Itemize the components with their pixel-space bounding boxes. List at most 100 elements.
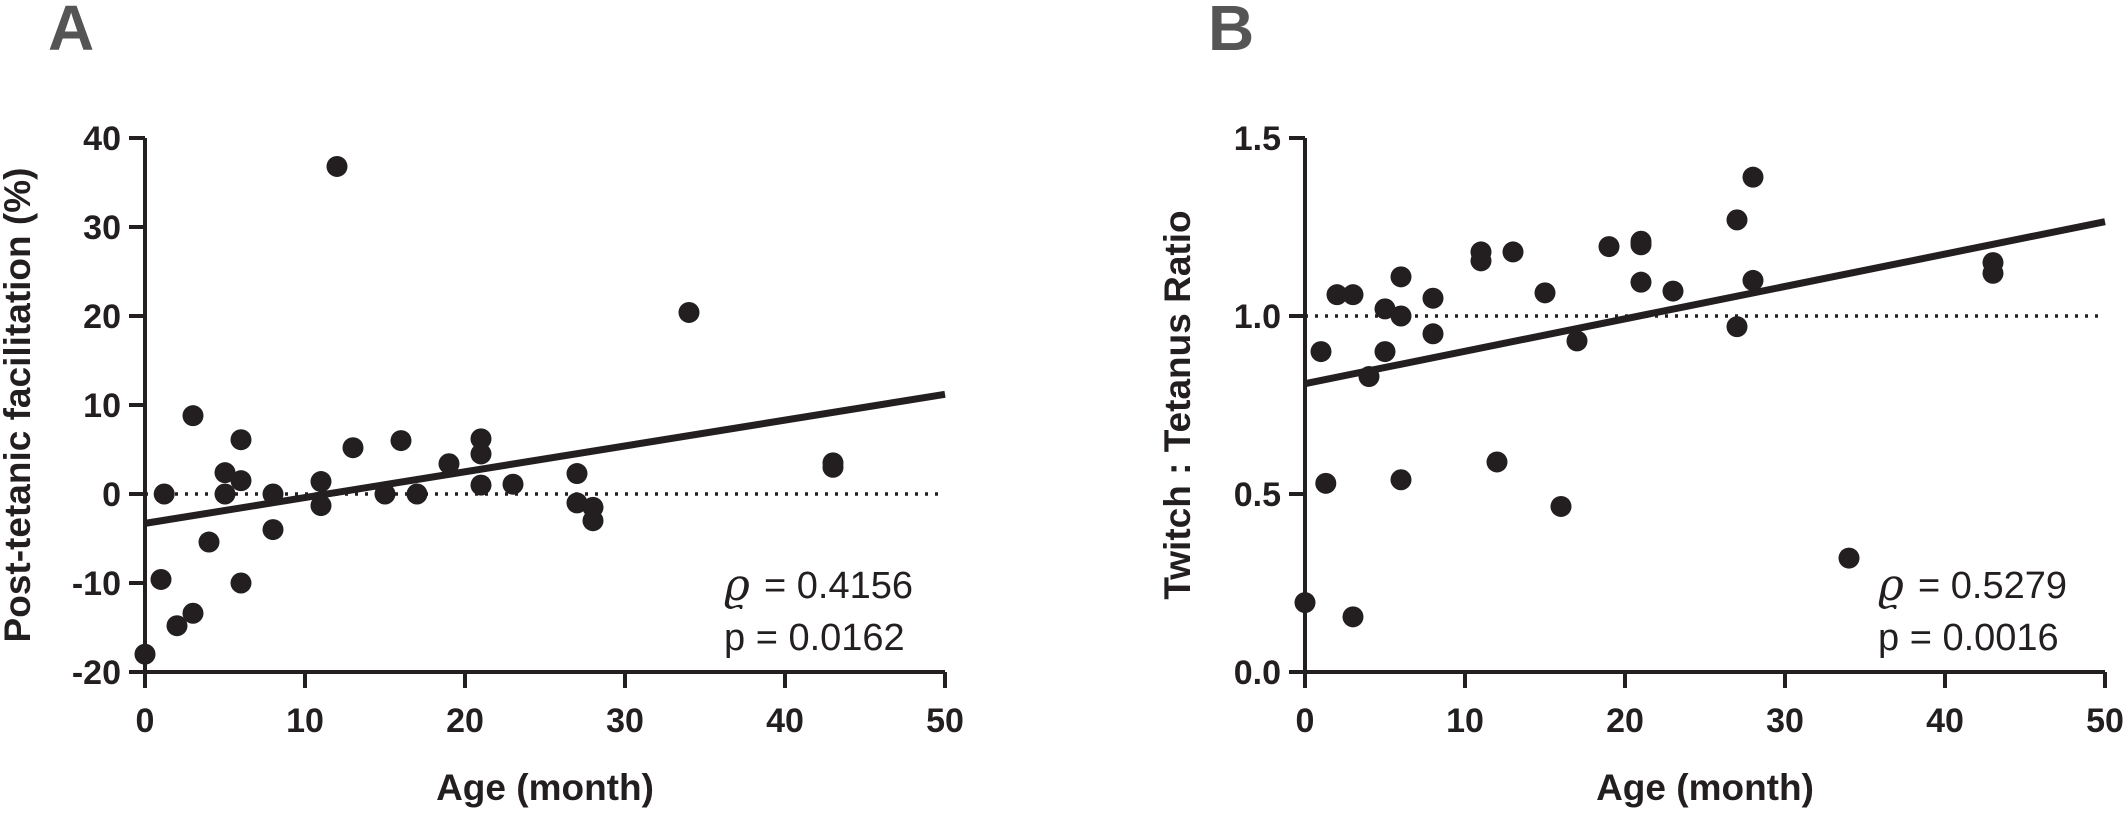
y-tick-label: -20 [72,654,121,692]
data-point [1726,316,1748,338]
panel-a-letter: A [48,0,94,64]
y-tick-label: 0 [102,476,121,514]
x-tick-label: 0 [136,702,155,740]
data-point [1502,241,1524,263]
p-value: p = 0.0016 [1878,617,2059,659]
x-tick-label: 20 [1606,702,1644,740]
y-tick-label: 0.0 [1234,654,1281,692]
data-point [1422,287,1444,309]
data-point [566,492,588,514]
data-point [1342,606,1364,628]
data-point [470,474,492,496]
data-point [1566,330,1588,352]
data-point [1374,341,1396,363]
y-tick-label: 20 [83,298,121,336]
x-tick-label: 40 [766,702,804,740]
data-point [1726,209,1748,231]
data-point [1630,271,1652,293]
data-point [1630,230,1652,252]
data-point [1315,472,1337,494]
data-point [406,483,428,505]
data-point [310,495,332,517]
data-point [1598,236,1620,258]
data-point [1310,341,1332,363]
data-point [214,483,236,505]
data-point [1982,262,2004,284]
x-tick-label: 10 [286,702,324,740]
data-point [262,483,284,505]
panel-b-letter: B [1208,0,1254,64]
p-value: p = 0.0162 [724,617,905,659]
data-point [262,519,284,541]
y-tick-label: 1.0 [1234,298,1281,336]
x-tick-label: 0 [1296,702,1315,740]
data-point [198,531,220,553]
data-point [1550,495,1572,517]
y-tick-label: 40 [83,120,121,158]
data-point [182,405,204,427]
data-point [470,428,492,450]
data-point [1742,166,1764,188]
x-tick-label: 50 [926,702,964,740]
data-point [566,463,588,485]
y-tick-label: 10 [83,387,121,425]
rho-symbol: ϱ [724,560,750,611]
data-point [1662,280,1684,302]
y-axis-title: Twitch : Tetanus Ratio [1157,210,1198,599]
data-point [326,155,348,177]
data-point [1342,284,1364,306]
data-point [1294,592,1316,614]
data-point [1390,266,1412,288]
rho-value: = 0.5279 [1918,565,2067,607]
y-tick-label: -10 [72,565,121,603]
y-axis-title: Post-tetanic facilitation (%) [0,168,38,643]
data-point [230,429,252,451]
panel-a: A -20 -10 0 10 20 30 40 0 10 20 30 40 50 Age (month) P… [0,0,964,808]
data-point [1742,269,1764,291]
panel-b: B 0.0 0.5 1.0 1.5 0 10 20 30 40 50 Age (month) Twit… [1157,0,2124,808]
data-point [1470,250,1492,272]
data-point [822,456,844,478]
data-point [153,483,175,505]
x-axis-title: Age (month) [436,767,654,808]
x-tick-label: 30 [606,702,644,740]
x-tick-label: 30 [1766,702,1804,740]
data-point [310,471,332,493]
rho-symbol: ϱ [1878,560,1904,611]
data-point [438,453,460,475]
data-point [166,615,188,637]
data-point [1358,366,1380,388]
x-tick-label: 50 [2086,702,2124,740]
data-point [1390,469,1412,491]
data-point [230,572,252,594]
x-tick-label: 10 [1446,702,1484,740]
rho-value: = 0.4156 [764,565,913,607]
data-point [1486,451,1508,473]
data-point [1326,284,1348,306]
y-tick-label: 30 [83,209,121,247]
data-point [374,483,396,505]
data-point [1534,282,1556,304]
data-point [390,430,412,452]
data-point [502,473,524,495]
x-axis-title: Age (month) [1596,767,1814,808]
data-point [582,510,604,532]
data-point [182,602,204,624]
data-point [342,437,364,459]
data-point [230,470,252,492]
data-point [1422,323,1444,345]
data-point [1838,547,1860,569]
x-tick-label: 20 [446,702,484,740]
data-point [150,568,172,590]
data-point [470,443,492,465]
data-point [1374,298,1396,320]
data-point [134,643,156,665]
y-tick-label: 0.5 [1234,476,1281,514]
data-point [678,301,700,323]
y-tick-label: 1.5 [1234,120,1281,158]
x-tick-label: 40 [1926,702,1964,740]
data-point [1390,305,1412,327]
data-point [214,462,236,484]
regression-line [1304,218,2106,388]
